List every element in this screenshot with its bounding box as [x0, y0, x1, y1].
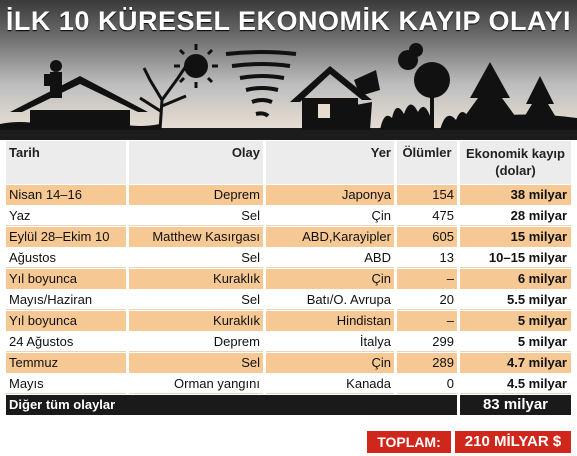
total-value: 210 MİLYAR $	[455, 431, 571, 453]
other-events-loss: 83 milyar	[460, 395, 571, 415]
total-row: TOPLAM: 210 MİLYAR $	[367, 431, 571, 453]
cell-place: Çin	[266, 269, 394, 289]
cell-date: Temmuz	[6, 353, 126, 373]
table-row: Yıl boyunca Kuraklık Hindistan – 5 milya…	[6, 310, 571, 331]
cell-event: Sel	[129, 248, 263, 268]
drought-tree-icon	[139, 65, 188, 131]
cell-place: Çin	[266, 206, 394, 226]
cell-deaths: 299	[397, 332, 457, 352]
cell-event: Sel	[129, 353, 263, 373]
cell-loss: 6 milyar	[460, 269, 571, 289]
table-header-row: Tarih Olay Yer Ölümler Ekonomik kayıp (d…	[6, 140, 571, 184]
cell-event: Deprem	[129, 332, 263, 352]
cell-loss: 5 milyar	[460, 332, 571, 352]
cell-place: Japonya	[266, 185, 394, 205]
cell-event: Deprem	[129, 185, 263, 205]
table-row: Temmuz Sel Çin 289 4.7 milyar	[6, 352, 571, 373]
cell-loss: 10–15 milyar	[460, 248, 571, 268]
cell-deaths: 289	[397, 353, 457, 373]
cell-event: Sel	[129, 290, 263, 310]
cell-loss: 28 milyar	[460, 206, 571, 226]
other-events-label: Diğer tüm olaylar	[6, 395, 457, 415]
header-place: Yer	[266, 141, 394, 184]
table-row: Mayıs/Haziran Sel Batı/O. Avrupa 20 5.5 …	[6, 289, 571, 310]
wildfire-forest-icon	[380, 43, 577, 130]
cell-deaths: 154	[397, 185, 457, 205]
cell-deaths: 605	[397, 227, 457, 247]
cell-event: Orman yangını	[129, 374, 263, 394]
table-row: Nisan 14–16 Deprem Japonya 154 38 milyar	[6, 184, 571, 205]
header-event: Olay	[129, 141, 263, 184]
cell-event: Kuraklık	[129, 311, 263, 331]
cell-place: ABD,Karayipler	[266, 227, 394, 247]
cell-event: Matthew Kasırgası	[129, 227, 263, 247]
loss-table: Tarih Olay Yer Ölümler Ekonomik kayıp (d…	[6, 140, 571, 415]
header-date: Tarih	[6, 141, 126, 184]
cell-loss: 4.7 milyar	[460, 353, 571, 373]
table-row: Ağustos Sel ABD 13 10–15 milyar	[6, 247, 571, 268]
header-deaths: Ölümler	[397, 141, 457, 184]
cell-place: Batı/O. Avrupa	[266, 290, 394, 310]
cell-event: Sel	[129, 206, 263, 226]
cell-deaths: 13	[397, 248, 457, 268]
cell-date: Yaz	[6, 206, 126, 226]
cell-loss: 4.5 milyar	[460, 374, 571, 394]
other-events-row: Diğer tüm olaylar 83 milyar	[6, 394, 571, 415]
cell-date: Mayıs/Haziran	[6, 290, 126, 310]
cell-date: Ağustos	[6, 248, 126, 268]
table-row: Yaz Sel Çin 475 28 milyar	[6, 205, 571, 226]
cell-loss: 5 milyar	[460, 311, 571, 331]
cell-place: Hindistan	[266, 311, 394, 331]
page-title: İLK 10 KÜRESEL EKONOMİK KAYIP OLAYI	[5, 6, 572, 36]
cell-date: 24 Ağustos	[6, 332, 126, 352]
cell-date: Yıl boyunca	[6, 269, 126, 289]
table-row: Eylül 28–Ekim 10 Matthew Kasırgası ABD,K…	[6, 226, 571, 247]
tornado-icon	[225, 50, 297, 118]
header-banner: İLK 10 KÜRESEL EKONOMİK KAYIP OLAYI	[0, 0, 577, 140]
table-row: 24 Ağustos Deprem İtalya 299 5 milyar	[6, 331, 571, 352]
sun-icon	[174, 44, 218, 88]
header-loss: Ekonomik kayıp (dolar)	[460, 141, 571, 184]
cell-place: İtalya	[266, 332, 394, 352]
cell-deaths: 0	[397, 374, 457, 394]
cell-place: Kanada	[266, 374, 394, 394]
table-row: Mayıs Orman yangını Kanada 0 4.5 milyar	[6, 373, 571, 394]
cell-date: Nisan 14–16	[6, 185, 126, 205]
cell-deaths: –	[397, 269, 457, 289]
cell-loss: 15 milyar	[460, 227, 571, 247]
disaster-illustration	[0, 43, 577, 140]
total-label: TOPLAM:	[367, 431, 451, 453]
cell-deaths: 475	[397, 206, 457, 226]
earthquake-house-icon	[290, 66, 380, 130]
cell-deaths: –	[397, 311, 457, 331]
cell-date: Mayıs	[6, 374, 126, 394]
cell-date: Yıl boyunca	[6, 311, 126, 331]
cell-event: Kuraklık	[129, 269, 263, 289]
flood-house-icon	[0, 60, 160, 130]
cell-loss: 38 milyar	[460, 185, 571, 205]
cell-date: Eylül 28–Ekim 10	[6, 227, 126, 247]
cell-place: ABD	[266, 248, 394, 268]
table-row: Yıl boyunca Kuraklık Çin – 6 milyar	[6, 268, 571, 289]
cell-loss: 5.5 milyar	[460, 290, 571, 310]
cell-place: Çin	[266, 353, 394, 373]
cell-deaths: 20	[397, 290, 457, 310]
